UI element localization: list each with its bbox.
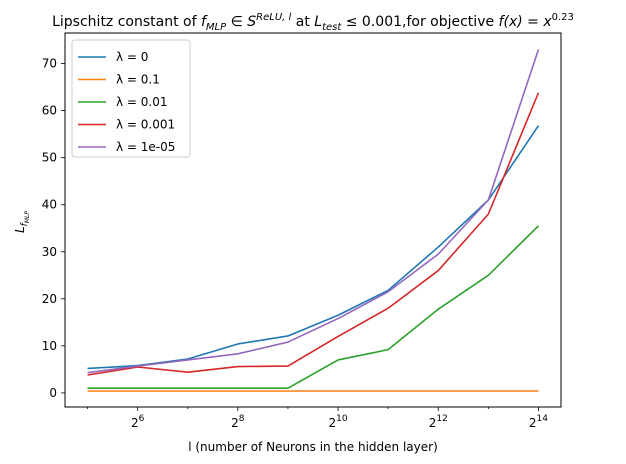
x-tick-label-1: 28 xyxy=(231,414,245,430)
y-axis-label: LfMLP xyxy=(13,211,31,233)
y-tick-label-0: 0 xyxy=(49,386,57,400)
legend-label-1: λ = 0.1 xyxy=(116,73,160,87)
y-tick-label-2: 20 xyxy=(42,292,57,306)
title-cond: ≤ 0.001,for objective xyxy=(341,14,498,30)
y-label-main: L xyxy=(13,226,27,233)
title-f-sub: MLP xyxy=(206,22,227,33)
title-L: L xyxy=(314,14,322,30)
x-tick-label-4: 214 xyxy=(529,414,548,430)
plot-area-frame xyxy=(64,32,562,408)
chart-title: Lipschitz constant of fMLP ∈ SReLU, l at… xyxy=(52,12,574,33)
y-tick-label-7: 70 xyxy=(42,57,57,71)
legend-label-2: λ = 0.01 xyxy=(116,95,168,109)
y-label-subsub: MLP xyxy=(24,211,31,224)
legend: λ = 0 λ = 0.1 λ = 0.01 λ = 0.001 λ = 1e-05 xyxy=(71,39,191,158)
series-layer xyxy=(87,49,540,392)
series-line-0 xyxy=(87,125,540,370)
legend-items: λ = 0 λ = 0.1 λ = 0.01 λ = 0.001 λ = 1e-05 xyxy=(78,50,175,154)
y-tick-label-1: 10 xyxy=(42,339,57,353)
title-L-sub: test xyxy=(322,22,342,33)
title-exponent: 0.23 xyxy=(552,12,574,23)
title-prefix: Lipschitz constant of xyxy=(52,14,201,30)
x-tick-label-2: 210 xyxy=(329,414,348,430)
title-space-sup: ReLU, l xyxy=(256,12,291,23)
series-line-3 xyxy=(87,92,540,376)
y-ticks: 0 10 20 30 40 50 60 70 xyxy=(42,57,65,400)
series-line-4 xyxy=(87,49,540,374)
series-line-2 xyxy=(87,225,540,389)
title-space: S xyxy=(247,14,256,30)
title-objective: f(x) = x xyxy=(499,14,553,30)
title-mid: at xyxy=(291,14,314,30)
legend-box xyxy=(71,39,191,158)
x-tick-label-3: 212 xyxy=(429,414,448,430)
legend-label-3: λ = 0.001 xyxy=(116,118,175,132)
y-label-sub: f xyxy=(20,221,30,226)
y-tick-label-3: 30 xyxy=(42,245,57,259)
x-tick-label-0: 26 xyxy=(131,414,145,430)
x-axis-label: l (number of Neurons in the hidden layer… xyxy=(188,440,438,454)
title-f: f xyxy=(201,14,208,30)
legend-label-0: λ = 0 xyxy=(116,50,148,64)
y-tick-label-6: 60 xyxy=(42,104,57,118)
title-in: ∈ xyxy=(226,14,247,30)
y-tick-label-4: 40 xyxy=(42,198,57,212)
y-tick-label-5: 50 xyxy=(42,151,57,165)
x-ticks: 26 28 210 212 214 xyxy=(87,407,548,430)
legend-label-4: λ = 1e-05 xyxy=(116,140,175,154)
